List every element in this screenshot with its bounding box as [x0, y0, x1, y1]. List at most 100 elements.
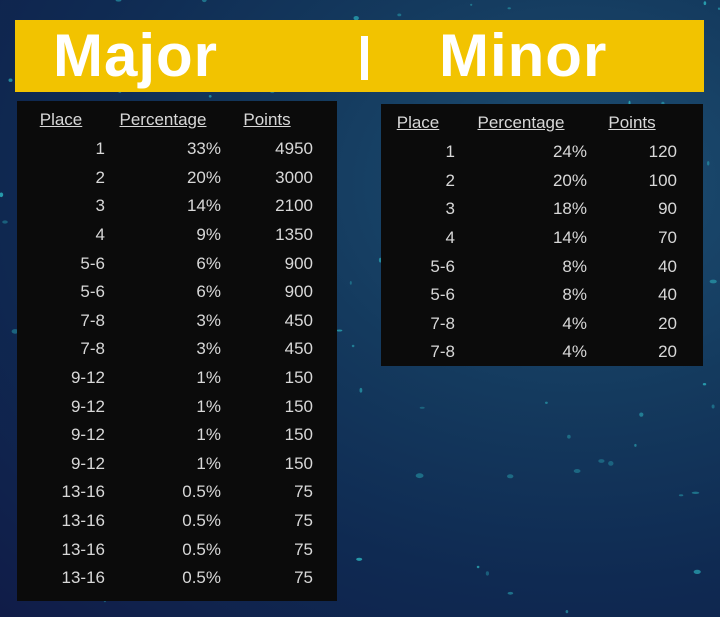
points-cell: 150 — [284, 396, 313, 416]
place-cell: 2 — [95, 167, 105, 187]
speckle-dot — [639, 412, 644, 417]
place-cell: 9-12 — [70, 396, 105, 416]
percentage-cell: 0.5% — [182, 482, 221, 502]
points-cell: 70 — [658, 228, 677, 248]
speckle-dot — [2, 220, 8, 224]
percentage-cell: 1% — [196, 425, 221, 445]
percentage-cell: 3% — [196, 339, 221, 359]
speckle-dot — [634, 443, 637, 447]
points-cell: 20 — [658, 313, 677, 333]
place-cell: 13-16 — [61, 511, 105, 531]
percentage-header: Percentage — [477, 113, 565, 132]
table-row: 3 14% 2100 — [17, 192, 313, 221]
speckle-dot — [0, 192, 4, 198]
place-cell: 7-8 — [80, 339, 105, 359]
place-cell: 7-8 — [430, 313, 455, 333]
place-cell: 3 — [445, 199, 455, 219]
speckle-dot — [11, 329, 19, 334]
speckle-dot — [507, 474, 514, 479]
table-row: 2 20% 100 — [381, 167, 677, 196]
points-cell: 150 — [284, 368, 313, 388]
table-row: 1 33% 4950 — [17, 135, 313, 164]
minor-title: Minor — [439, 22, 608, 89]
speckle-dot — [507, 7, 511, 10]
place-cell: 13-16 — [61, 539, 105, 559]
percentage-cell: 1% — [196, 368, 221, 388]
percentage-cell: 0.5% — [182, 568, 221, 588]
percentage-cell: 24% — [552, 142, 587, 162]
percentage-cell: 20% — [186, 167, 221, 187]
speckle-dot — [351, 344, 355, 348]
place-cell: 5-6 — [430, 285, 455, 305]
place-cell: 5-6 — [430, 256, 455, 276]
points-cell: 75 — [294, 482, 313, 502]
table-row: 9-12 1% 150 — [17, 392, 313, 421]
percentage-cell: 3% — [196, 310, 221, 330]
percentage-cell: 20% — [552, 170, 587, 190]
place-cell: 2 — [445, 170, 455, 190]
place-cell: 1 — [95, 139, 105, 159]
place-cell: 9-12 — [70, 453, 105, 473]
table-row: 9-12 1% 150 — [17, 364, 313, 393]
points-cell: 450 — [284, 339, 313, 359]
place-cell: 9-12 — [70, 425, 105, 445]
percentage-cell: 4% — [562, 313, 587, 333]
table-row: 5-6 8% 40 — [381, 281, 677, 310]
speckle-dot — [336, 329, 343, 332]
place-cell: 1 — [445, 142, 455, 162]
percentage-cell: 14% — [552, 228, 587, 248]
speckle-dot — [567, 434, 571, 439]
points-cell: 40 — [658, 285, 677, 305]
major-title: Major — [53, 22, 219, 89]
speckle-dot — [717, 7, 720, 10]
place-cell: 4 — [445, 228, 455, 248]
table-row: 5-6 6% 900 — [17, 278, 313, 307]
percentage-cell: 1% — [196, 396, 221, 416]
speckle-dot — [201, 0, 207, 3]
percentage-header: Percentage — [119, 110, 207, 129]
table-row: 4 14% 70 — [381, 224, 677, 253]
minor-points-panel: Place Percentage Points 1 24% 120 2 20% 100 3 18%… — [381, 104, 703, 366]
table-header-row: Place Percentage Points — [381, 108, 677, 138]
table-row: 9-12 1% 150 — [17, 450, 313, 479]
points-cell: 75 — [294, 568, 313, 588]
table-row: 5-6 8% 40 — [381, 252, 677, 281]
speckle-dot — [415, 473, 424, 479]
percentage-cell: 6% — [196, 253, 221, 273]
place-cell: 5-6 — [80, 282, 105, 302]
percentage-cell: 6% — [196, 282, 221, 302]
points-cell: 450 — [284, 310, 313, 330]
speckle-dot — [378, 257, 382, 263]
place-cell: 7-8 — [430, 342, 455, 362]
table-row: 13-16 0.5% 75 — [17, 478, 313, 507]
place-cell: 7-8 — [80, 310, 105, 330]
points-cell: 4950 — [275, 139, 313, 159]
place-cell: 13-16 — [61, 482, 105, 502]
points-header: Points — [608, 113, 656, 132]
table-row: 13-16 0.5% 75 — [17, 535, 313, 564]
points-cell: 75 — [294, 511, 313, 531]
major-points-panel: Place Percentage Points 1 33% 4950 2 20% 3000 3 1… — [17, 101, 337, 601]
speckle-dot — [608, 461, 614, 466]
speckle-dot — [208, 95, 212, 98]
percentage-cell: 9% — [196, 225, 221, 245]
speckle-dot — [703, 1, 707, 6]
points-cell: 150 — [284, 453, 313, 473]
points-cell: 2100 — [275, 196, 313, 216]
speckle-dot — [709, 279, 717, 284]
speckle-dot — [691, 491, 700, 494]
percentage-cell: 18% — [552, 199, 587, 219]
speckle-dot — [8, 78, 13, 82]
points-cell: 40 — [658, 256, 677, 276]
speckle-dot — [573, 469, 581, 473]
points-cell: 3000 — [275, 167, 313, 187]
table-row: 13-16 0.5% 75 — [17, 507, 313, 536]
table-row: 7-8 3% 450 — [17, 307, 313, 336]
speckle-dot — [115, 0, 122, 2]
percentage-cell: 0.5% — [182, 539, 221, 559]
speckle-dot — [565, 610, 569, 614]
title-banner: Major Minor — [15, 20, 704, 92]
speckle-dot — [545, 401, 548, 404]
speckle-dot — [693, 569, 701, 575]
place-header: Place — [39, 110, 83, 129]
